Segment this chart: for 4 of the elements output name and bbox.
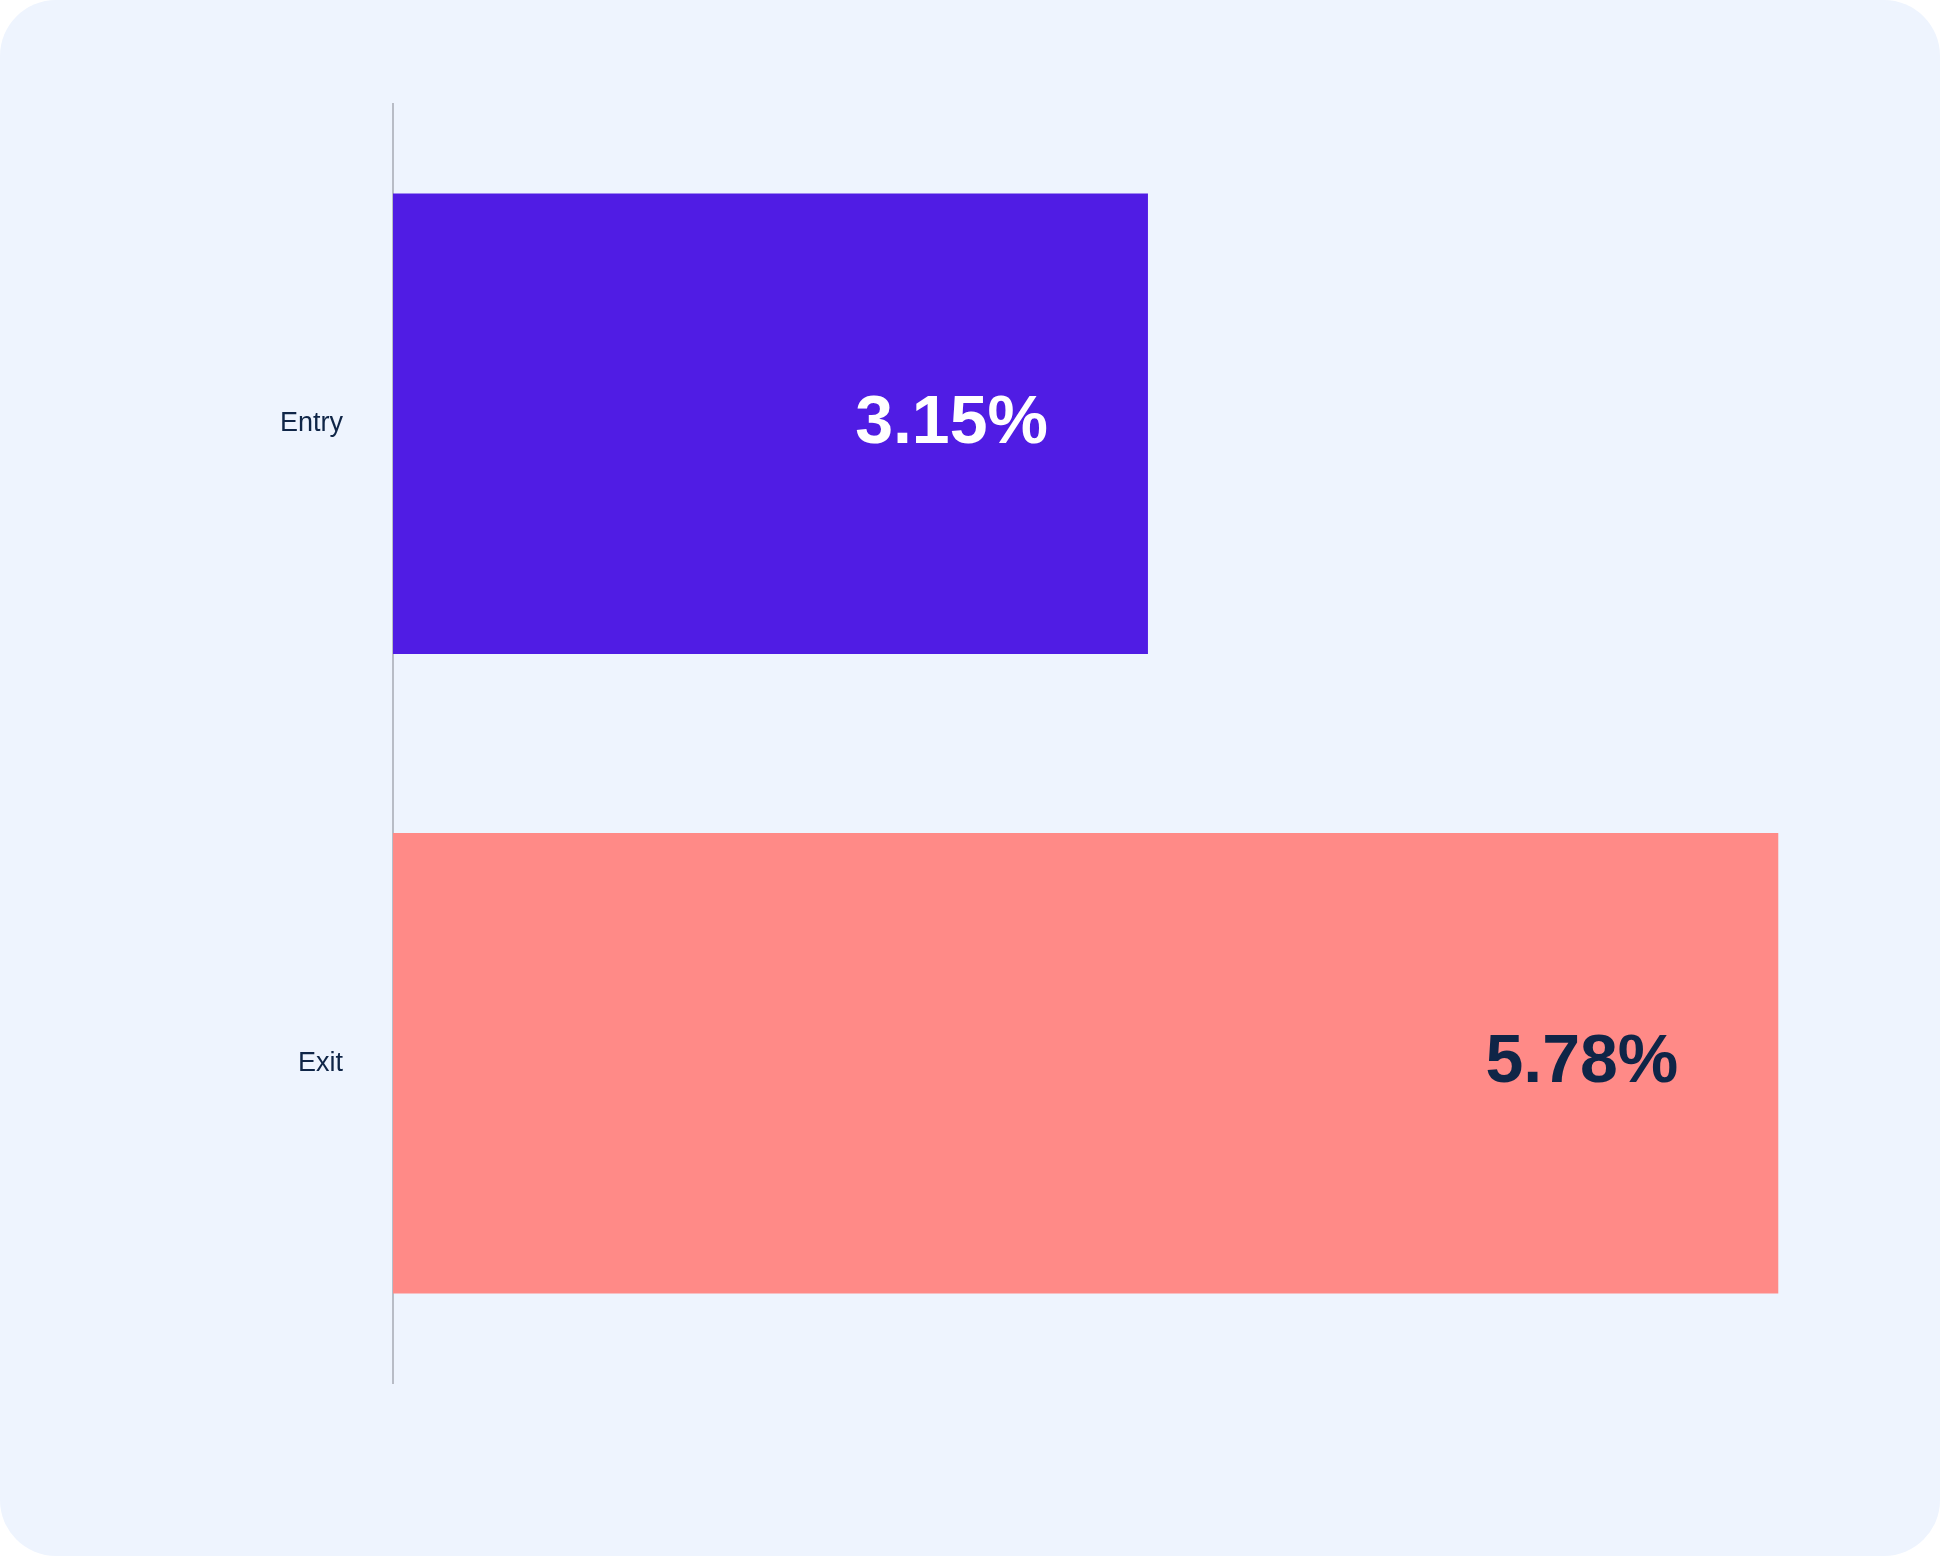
data-label: 5.78% (1485, 1020, 1679, 1096)
y-tick-label: Entry (279, 407, 344, 438)
data-label: 3.15% (855, 380, 1048, 457)
y-tick-label: Exit (297, 1046, 344, 1077)
